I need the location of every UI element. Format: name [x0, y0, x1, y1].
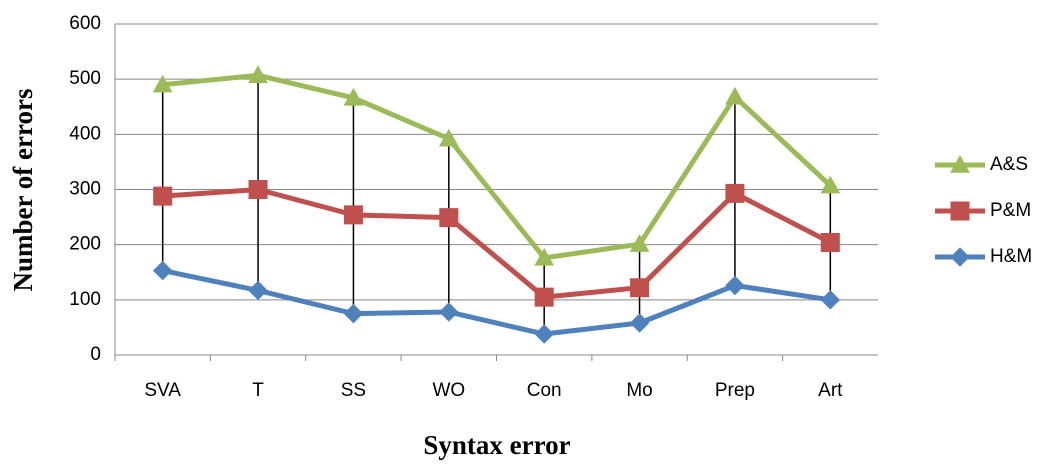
x-tick-label: T	[252, 380, 264, 401]
y-tick-label: 100	[69, 289, 101, 310]
x-tick-label: SVA	[144, 380, 181, 401]
y-tick-label: 500	[69, 68, 101, 89]
data-point	[438, 128, 459, 147]
legend-marker	[950, 247, 970, 267]
x-tick-label: WO	[432, 380, 465, 401]
y-tick-label: 600	[69, 13, 101, 34]
series-line	[162, 268, 831, 337]
legend-label: H&M	[990, 246, 1032, 267]
data-point	[153, 186, 173, 206]
data-point	[725, 275, 745, 296]
y-tick-label: 300	[69, 179, 101, 200]
legend-label: A&S	[990, 154, 1028, 175]
x-tick-label: Mo	[626, 380, 652, 401]
data-point	[248, 65, 268, 84]
series-line	[162, 72, 833, 261]
data-point	[820, 290, 841, 310]
data-point	[152, 74, 173, 93]
y-tick-label: 400	[69, 123, 101, 144]
data-point	[820, 232, 840, 252]
data-point	[534, 324, 554, 344]
series-line	[162, 187, 832, 300]
data-point	[439, 208, 459, 228]
data-point	[534, 287, 554, 307]
y-tick-label: 200	[69, 234, 101, 255]
data-point	[248, 280, 268, 301]
legend-marker	[950, 154, 970, 173]
y-axis-title: Number of errors	[8, 89, 38, 292]
x-tick-label: SS	[341, 380, 366, 401]
data-point	[343, 205, 363, 225]
x-tick-label: Prep	[715, 380, 755, 401]
data-point	[343, 87, 364, 106]
x-tick-label: Art	[818, 380, 843, 401]
legend-marker	[950, 201, 970, 221]
y-tick-label: 0	[90, 344, 101, 365]
data-point	[152, 260, 173, 281]
legend-label: P&M	[990, 200, 1031, 221]
data-point	[630, 278, 650, 298]
data-point	[629, 234, 650, 252]
data-point	[248, 180, 268, 199]
x-tick-label: Con	[527, 380, 562, 401]
data-point	[629, 313, 650, 333]
data-point	[725, 86, 745, 105]
data-point	[439, 302, 459, 322]
x-axis-title: Syntax error	[423, 430, 570, 460]
data-point	[820, 175, 841, 194]
data-point	[534, 247, 555, 266]
data-point	[343, 303, 364, 324]
data-point	[725, 183, 745, 203]
